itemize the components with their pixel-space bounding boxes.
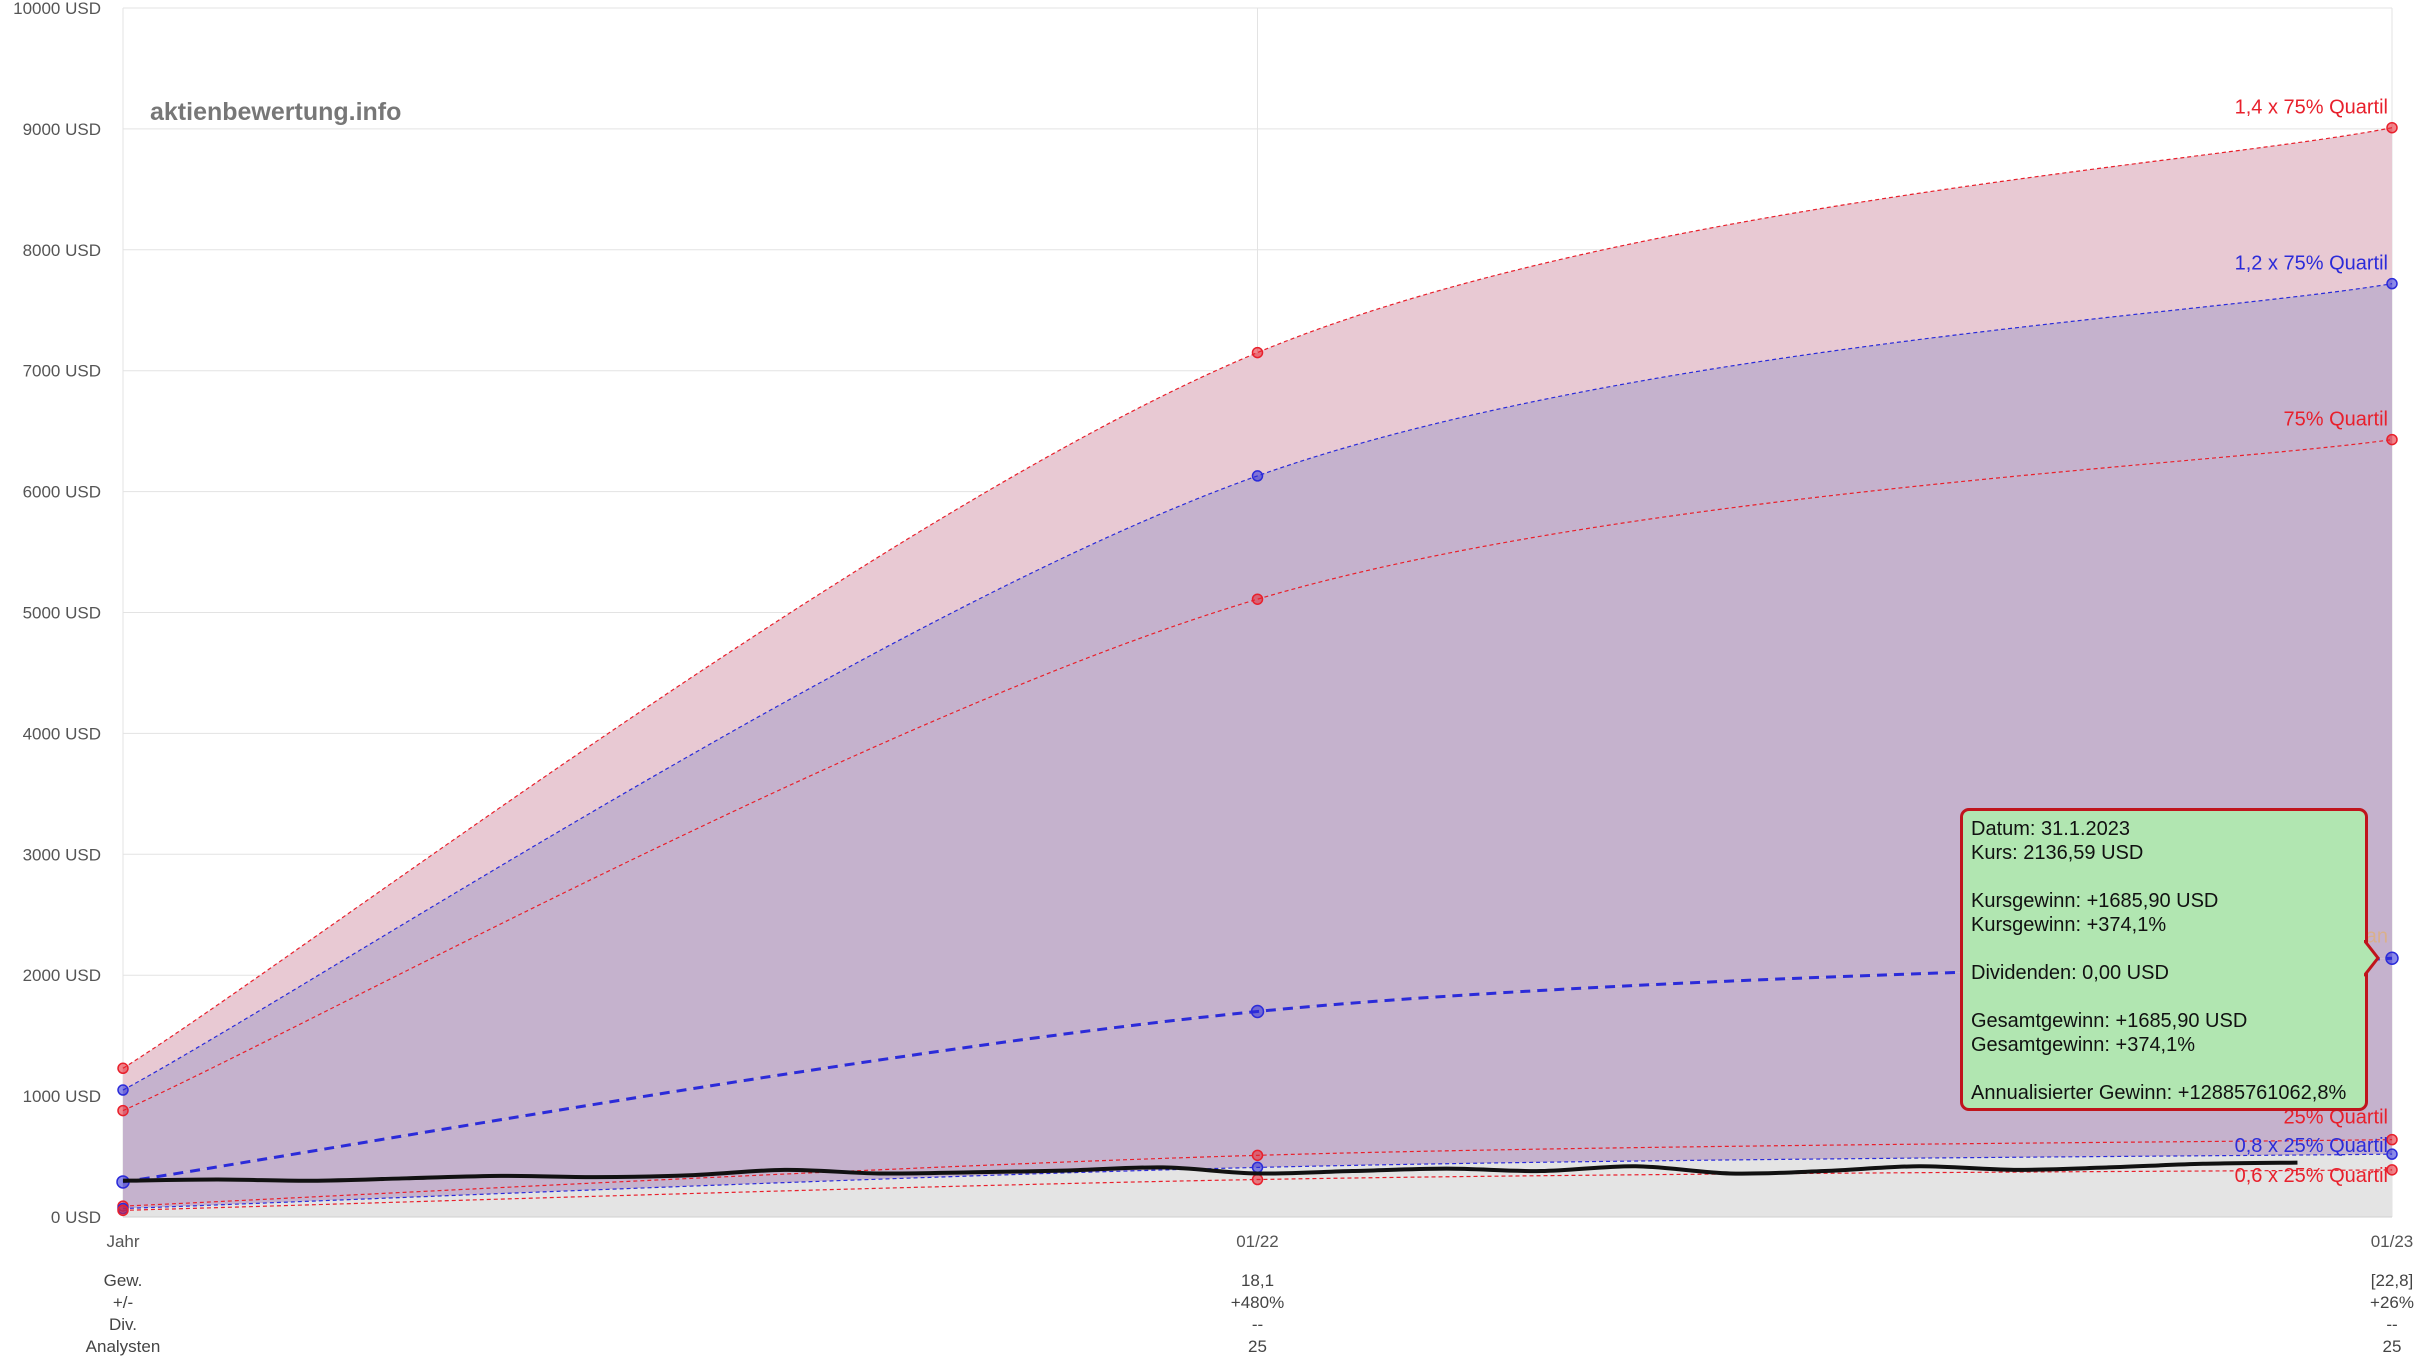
tooltip-date: Datum: 31.1.2023 — [1971, 818, 2130, 840]
band-6 — [123, 1154, 2392, 1211]
table-row-label: Gew. — [104, 1271, 143, 1290]
series-median-point — [2385, 951, 2399, 966]
series-1-4x-75-quartil-label: 1,4 x 75% Quartil — [2235, 97, 2388, 119]
series-25-quartil-label: 25% Quartil — [2284, 1107, 2389, 1129]
band-2 — [123, 283, 2392, 1111]
tooltip-gesamtgewinn-pct: Gesamtgewinn: +374,1% — [1971, 1034, 2196, 1056]
watermark: aktienbewertung.info — [150, 98, 401, 126]
series-0-6x-25-quartil-point — [2386, 1164, 2398, 1176]
table-cell: 25 — [2383, 1337, 2402, 1356]
tooltip-kursgewinn-abs: Kursgewinn: +1685,90 USD — [1971, 890, 2219, 912]
table-cell: 18,1 — [1241, 1271, 1274, 1290]
y-tick-label: 7000 USD — [23, 362, 101, 381]
y-tick-label: 5000 USD — [23, 604, 101, 623]
y-tick-label: 9000 USD — [23, 120, 101, 139]
y-tick-label: 4000 USD — [23, 724, 101, 743]
series-0-8x-25-quartil-point — [2386, 1148, 2398, 1160]
band-4 — [123, 958, 2392, 1207]
y-tick-label: 6000 USD — [23, 483, 101, 502]
tooltip-annualisiert: Annualisierter Gewinn: +12885761062,8% — [1971, 1082, 2347, 1104]
tooltip-gesamtgewinn-abs: Gesamtgewinn: +1685,90 USD — [1971, 1010, 2248, 1032]
series-points — [116, 121, 2399, 1217]
series-1-4x-75-quartil-line — [122, 127, 2393, 1069]
series-0-8x-25-quartil-label: 0,8 x 25% Quartil — [2235, 1135, 2388, 1157]
table-layer: Gew. +/- Div. Analysten 18,1 +480% -- 25 [22,8] +… — [86, 1271, 2414, 1356]
series-75-quartil-point — [1251, 593, 1264, 605]
series-1-2x-75-quartil-point — [117, 1084, 129, 1096]
series-75-quartil-point — [2386, 433, 2398, 446]
series-labels: 1,4 x 75% Quartil 1,2 x 75% Quartil 75% Qu… — [2235, 97, 2388, 1187]
table-row-label: Analysten — [86, 1337, 161, 1356]
series-1-4x-75-quartil-point — [117, 1062, 129, 1075]
band-base — [123, 1169, 2392, 1217]
series-1-2x-75-quartil-point — [1251, 470, 1264, 482]
price-line — [122, 1160, 2298, 1183]
tooltip-dividenden: Dividenden: 0,00 USD — [1971, 962, 2169, 984]
table-cell: -- — [1252, 1315, 1263, 1334]
x-tick-label: 01/22 — [1236, 1232, 1279, 1251]
table-cell: +480% — [1231, 1293, 1284, 1312]
series-0-6x-25-quartil-point — [1251, 1173, 1264, 1186]
bands — [123, 127, 2392, 1217]
x-tick-label: Jahr — [106, 1232, 139, 1251]
series-75-quartil-label: 75% Quartil — [2284, 409, 2389, 431]
axes: 0 USD 1000 USD 2000 USD 3000 USD 4000 USD 500… — [13, 0, 2413, 1251]
y-tick-label: 1000 USD — [23, 1087, 101, 1106]
y-tick-label: 2000 USD — [23, 966, 101, 985]
tooltip-kursgewinn-pct: Kursgewinn: +374,1% — [1971, 914, 2167, 936]
y-tick-label: 0 USD — [51, 1208, 101, 1227]
series-0-8x-25-quartil-point — [1251, 1161, 1264, 1174]
band-3 — [123, 439, 2392, 1182]
series-25-quartil-point — [1251, 1149, 1264, 1162]
series-75-quartil-point — [117, 1104, 129, 1117]
y-tick-label: 10000 USD — [13, 0, 101, 18]
band-1 — [123, 127, 2392, 1091]
table-cell: [22,8] — [2371, 1271, 2414, 1290]
tooltip: Datum: 31.1.2023 Kurs: 2136,59 USD Kursg… — [1960, 808, 2368, 1111]
table-row-label: Div. — [109, 1315, 137, 1334]
table-cell: -- — [2386, 1315, 2397, 1334]
series-1-4x-75-quartil-point — [2386, 121, 2398, 134]
series-0-6x-25-quartil-point — [117, 1204, 129, 1217]
y-tick-label: 3000 USD — [23, 845, 101, 864]
series-25-quartil-point — [2386, 1133, 2398, 1146]
tooltip-price: Kurs: 2136,59 USD — [1971, 842, 2144, 864]
band-5 — [123, 1139, 2392, 1209]
table-row-label: +/- — [113, 1293, 133, 1312]
y-tick-label: 8000 USD — [23, 241, 101, 260]
price-layer — [122, 1160, 2298, 1183]
series-75-quartil-line — [122, 439, 2393, 1112]
tooltip-arrow — [2364, 940, 2380, 977]
table-cell: +26% — [2370, 1293, 2414, 1312]
series-median-point — [1250, 1004, 1265, 1019]
series-0-6x-25-quartil-label: 0,6 x 25% Quartil — [2235, 1165, 2388, 1187]
x-tick-label: 01/23 — [2371, 1232, 2414, 1251]
series-1-2x-75-quartil-point — [2386, 277, 2398, 290]
series-1-2x-75-quartil-label: 1,2 x 75% Quartil — [2235, 253, 2388, 275]
table-cell: 25 — [1248, 1337, 1267, 1356]
series-1-4x-75-quartil-point — [1251, 346, 1264, 359]
